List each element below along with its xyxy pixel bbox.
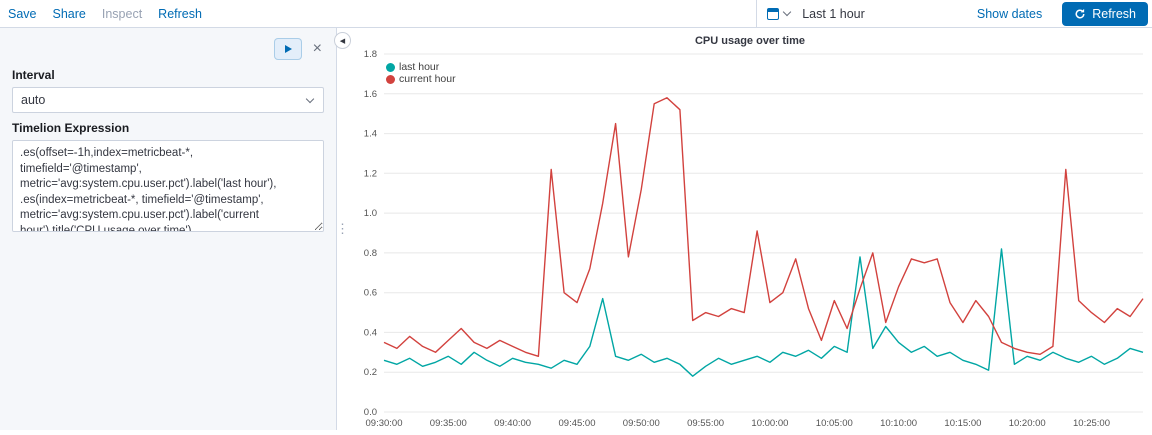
play-icon <box>285 45 293 53</box>
x-axis-tick-label: 10:10:00 <box>880 418 917 429</box>
app-menu: Save Share Inspect Refresh <box>8 7 202 21</box>
top-toolbar: Save Share Inspect Refresh Last 1 hour S… <box>0 0 1152 28</box>
timelion-expression-panel: × Interval auto Timelion Expression .es(… <box>0 28 337 430</box>
inspect-button[interactable]: Inspect <box>101 6 143 21</box>
legend-item[interactable]: last hour <box>386 61 456 73</box>
refresh-icon <box>1075 8 1085 18</box>
legend-dot-icon <box>386 74 395 84</box>
interval-label: Interval <box>12 68 55 82</box>
y-axis-tick-label: 0.4 <box>364 327 377 338</box>
x-axis-tick-label: 10:20:00 <box>1009 418 1046 429</box>
drag-handle-icon: ⋮ <box>336 221 349 236</box>
y-axis-tick-label: 0.6 <box>364 288 377 299</box>
x-axis-tick-label: 10:15:00 <box>944 418 981 429</box>
y-axis-tick-label: 0.0 <box>364 407 377 418</box>
legend-label: current hour <box>399 73 456 86</box>
x-axis-tick-label: 09:35:00 <box>430 418 467 429</box>
collapse-panel-button[interactable]: ◀ <box>334 32 351 49</box>
quick-select-button[interactable] <box>763 6 794 22</box>
y-axis-tick-label: 1.6 <box>364 89 377 100</box>
panel-controls: × <box>12 38 324 60</box>
x-axis-tick-label: 09:40:00 <box>494 418 531 429</box>
y-axis-tick-label: 1.2 <box>364 168 377 179</box>
chart-legend: last hour current hour <box>386 61 456 85</box>
legend-dot-icon <box>386 62 395 72</box>
x-axis-tick-label: 09:50:00 <box>623 418 660 429</box>
cpu-usage-chart[interactable]: 0.0 0.2 0.4 0.6 0.8 1.0 1.2 1.4 1.6 1.8 09:30:00 09… <box>348 28 1151 430</box>
chevron-down-icon <box>782 7 792 17</box>
x-axis-tick-label: 09:45:00 <box>559 418 596 429</box>
run-expression-button[interactable] <box>273 38 302 60</box>
y-axis-tick-label: 0.8 <box>364 248 377 259</box>
timelion-expression-input[interactable]: .es(offset=-1h,index=metricbeat-*, timef… <box>12 140 324 232</box>
x-axis-tick-label: 10:05:00 <box>816 418 853 429</box>
series-line-current-hour <box>383 97 1144 357</box>
y-axis-tick-label: 1.4 <box>364 129 377 140</box>
interval-select-wrap: auto <box>12 87 324 113</box>
main-content: × Interval auto Timelion Expression .es(… <box>0 28 1152 430</box>
arrow-left-icon: ◀ <box>339 37 346 45</box>
expression-label: Timelion Expression <box>12 121 130 135</box>
y-axis-tick-label: 0.2 <box>364 367 377 378</box>
y-axis-tick-label: 1.8 <box>364 49 377 60</box>
series-line-last-hour <box>383 248 1144 377</box>
x-axis-tick-label: 09:55:00 <box>687 418 724 429</box>
panel-resizer[interactable]: ◀ ⋮ <box>334 28 351 430</box>
refresh-button-label: Refresh <box>1092 6 1136 21</box>
refresh-query-button[interactable]: Refresh <box>1062 1 1148 26</box>
refresh-menu-button[interactable]: Refresh <box>158 6 202 21</box>
super-date-picker: Last 1 hour Show dates <box>756 0 1052 27</box>
x-axis-tick-label: 09:30:00 <box>366 418 403 429</box>
calendar-icon <box>767 7 780 20</box>
legend-item[interactable]: current hour <box>386 73 456 85</box>
close-icon[interactable]: × <box>312 40 322 57</box>
x-axis-tick-label: 10:25:00 <box>1073 418 1110 429</box>
x-axis-tick-label: 10:00:00 <box>751 418 788 429</box>
save-button[interactable]: Save <box>8 6 37 21</box>
chart-panel: CPU usage over time last hour current hou… <box>348 28 1152 430</box>
interval-select[interactable]: auto <box>12 87 324 113</box>
y-axis-tick-label: 1.0 <box>364 208 377 219</box>
legend-label: last hour <box>399 61 440 73</box>
time-range-value[interactable]: Last 1 hour <box>802 6 865 21</box>
show-dates-button[interactable]: Show dates <box>976 6 1043 21</box>
share-button[interactable]: Share <box>52 6 86 21</box>
